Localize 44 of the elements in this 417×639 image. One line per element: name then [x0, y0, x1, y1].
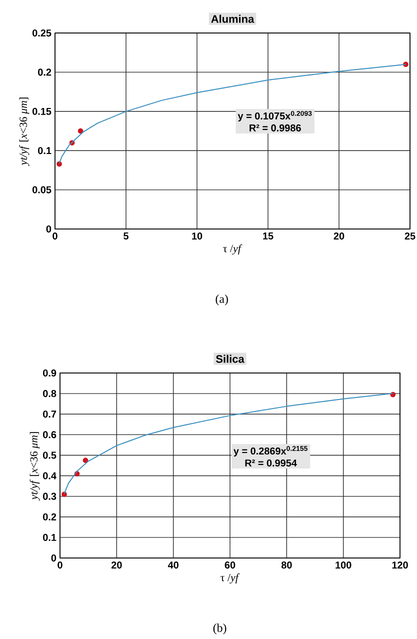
x-axis-title: τ /yf — [223, 244, 242, 254]
x-tick-label: 0 — [58, 562, 62, 569]
y-tick-label: 0.15 — [32, 108, 52, 115]
y-tick-label: 0.6 — [43, 431, 56, 438]
y-axis-title: yt/yf [x<36 μm] — [30, 432, 40, 501]
point — [82, 458, 88, 464]
x-tick-label: 80 — [281, 562, 292, 569]
x-axis-title: τ /yf — [220, 573, 240, 584]
x-tick-label: 20 — [334, 232, 344, 240]
y-tick-label: 0.1 — [38, 147, 52, 154]
y-tick-label: 0.05 — [32, 186, 52, 194]
chart-title: Silica — [216, 354, 244, 363]
x-tick-label: 100 — [336, 562, 352, 569]
annotation: y = 0.1075x$^{0.2093}$ — [238, 110, 312, 122]
chart-title: Alumina — [211, 14, 254, 23]
y-tick-label: 0.8 — [43, 390, 56, 398]
y-tick-label: 0.1 — [43, 534, 56, 541]
text: (b) — [213, 624, 226, 634]
x-tick-label: 40 — [168, 562, 178, 569]
annotation: y = 0.2869x$^{0.2155}$ — [234, 446, 308, 457]
y-tick-label: 0 — [51, 554, 56, 562]
x-tick-label: 60 — [224, 562, 236, 569]
y-tick-label: 0.3 — [43, 492, 56, 500]
y-axis-title: yt/yf [x<36 μm] — [19, 98, 30, 166]
x-tick-label: 10 — [192, 232, 202, 240]
x-tick-label: 25 — [404, 232, 416, 240]
y-tick-label: 0.9 — [43, 369, 56, 377]
y-tick-label: 0.25 — [32, 29, 52, 37]
x-tick-label: 20 — [111, 562, 122, 569]
annotation: R² = 0.9954 — [245, 459, 297, 467]
annotation: R² = 0.9986 — [250, 124, 301, 132]
x-tick-label: 5 — [124, 232, 128, 240]
x-tick-label: 120 — [392, 562, 408, 569]
y-tick-label: 0.2 — [38, 68, 52, 76]
point — [78, 128, 84, 134]
point — [62, 492, 67, 497]
text: (a) — [216, 294, 228, 306]
y-tick-label: 0.5 — [43, 452, 56, 459]
point — [56, 161, 62, 167]
y-tick-label: 0.7 — [43, 410, 56, 418]
y-tick-label: 0.4 — [43, 472, 56, 480]
x-tick-label: 15 — [263, 232, 274, 240]
y-tick-label: 0 — [46, 225, 52, 233]
y-tick-label: 0.2 — [43, 513, 56, 520]
